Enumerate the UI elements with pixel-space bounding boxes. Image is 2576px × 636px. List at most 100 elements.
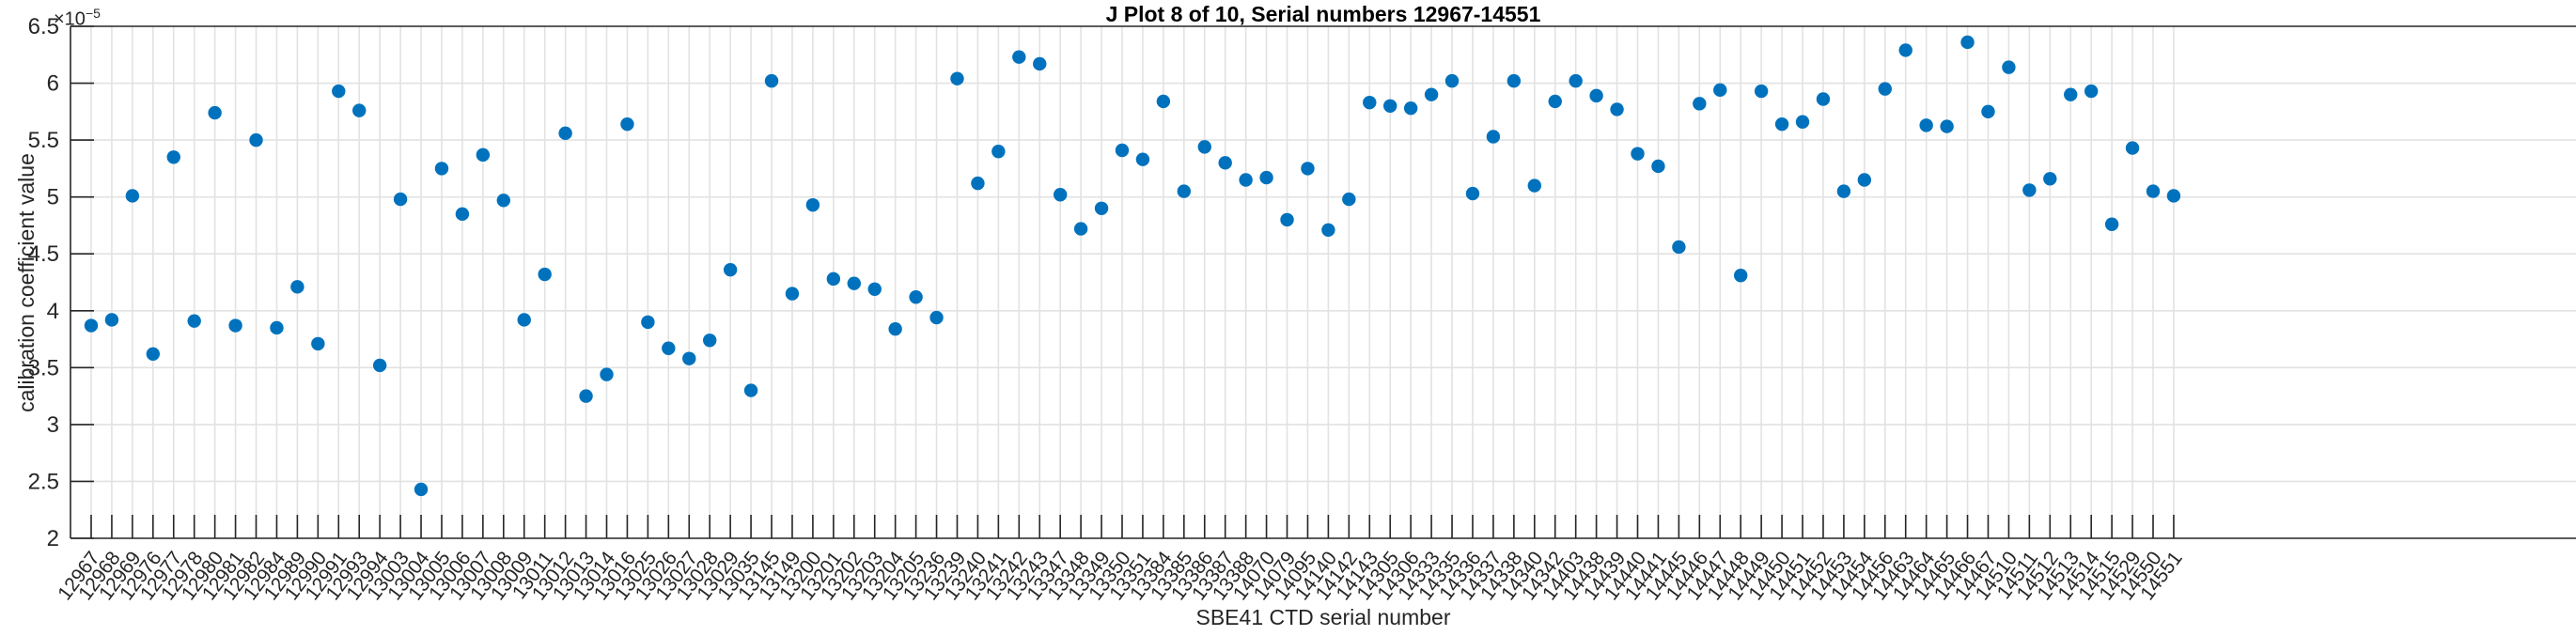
- data-point: [1774, 116, 1789, 132]
- data-points: [84, 35, 2181, 497]
- data-point: [1197, 140, 1211, 154]
- data-point: [1363, 95, 1377, 110]
- data-point: [1754, 84, 1769, 99]
- data-point: [662, 341, 676, 355]
- tick-labels: 22.533.544.555.566.512967129681296912976…: [28, 14, 2187, 604]
- data-point: [1115, 143, 1130, 158]
- data-point: [1259, 170, 1273, 185]
- y-tick-label: 3.5: [28, 355, 59, 380]
- data-point: [703, 334, 717, 348]
- data-point: [1527, 178, 1542, 193]
- data-point: [600, 367, 614, 381]
- data-point: [1383, 99, 1397, 113]
- data-point: [764, 73, 779, 88]
- data-point: [84, 318, 99, 333]
- y-tick-label: 2: [47, 526, 59, 551]
- plot-title: J Plot 8 of 10, Serial numbers 12967-145…: [1105, 2, 1541, 26]
- y-axis-exponent: ×10−5: [54, 6, 101, 31]
- data-point: [2022, 183, 2037, 197]
- data-point: [1053, 188, 1068, 202]
- data-point: [1301, 162, 1315, 176]
- data-point: [517, 313, 531, 327]
- data-point: [558, 126, 572, 141]
- data-point: [1795, 115, 1810, 129]
- data-point: [270, 320, 284, 335]
- data-point: [641, 315, 655, 330]
- data-point: [2104, 217, 2119, 231]
- data-point: [1239, 173, 1253, 187]
- data-point: [1713, 83, 1727, 98]
- data-point: [187, 314, 201, 328]
- data-point: [2166, 189, 2181, 203]
- data-point: [1012, 50, 1026, 64]
- data-point: [620, 116, 634, 132]
- tick-marks: [70, 25, 2175, 539]
- grid-lines: [70, 26, 2576, 538]
- data-point: [1280, 212, 1294, 227]
- data-point: [950, 71, 964, 85]
- data-point: [476, 147, 491, 163]
- data-point: [2043, 172, 2057, 186]
- data-point: [434, 162, 449, 176]
- data-point: [2064, 87, 2078, 101]
- data-point: [1156, 94, 1171, 109]
- data-point: [1919, 118, 1933, 132]
- data-point: [1073, 222, 1088, 236]
- data-point: [1342, 192, 1356, 207]
- data-point: [1693, 97, 1707, 111]
- data-point: [1816, 92, 1831, 106]
- y-tick-label: 2.5: [28, 469, 59, 494]
- data-point: [1857, 173, 1872, 187]
- data-point: [290, 280, 304, 294]
- data-point: [166, 150, 180, 164]
- data-point: [682, 351, 696, 365]
- y-axis-exponent-base: ×10: [54, 8, 86, 30]
- data-point: [1094, 201, 1109, 215]
- data-point: [929, 310, 944, 325]
- data-point: [991, 145, 1006, 159]
- data-point: [1444, 73, 1460, 88]
- data-point: [785, 287, 800, 301]
- data-point: [1569, 73, 1583, 88]
- data-point: [579, 389, 593, 403]
- data-point: [1651, 159, 1665, 174]
- data-point: [538, 267, 552, 282]
- data-point: [1631, 147, 1645, 161]
- y-axis-exponent-power: −5: [85, 6, 101, 21]
- y-axis-label: calibration coefficient value: [14, 153, 39, 412]
- data-point: [1321, 223, 1335, 237]
- axes: [70, 25, 2576, 539]
- data-point: [249, 132, 263, 147]
- data-point: [208, 105, 222, 120]
- data-point: [1548, 94, 1562, 109]
- y-tick-label: 4: [47, 299, 59, 324]
- x-axis-label: SBE41 CTD serial number: [1195, 605, 1451, 629]
- data-point: [1033, 56, 1047, 71]
- y-tick-label: 5: [47, 185, 59, 210]
- data-point: [1486, 130, 1501, 144]
- data-point: [867, 282, 882, 296]
- data-point: [743, 383, 758, 397]
- data-point: [723, 262, 738, 277]
- data-point: [1672, 240, 1686, 255]
- y-tick-label: 6: [47, 71, 59, 97]
- data-point: [125, 189, 140, 203]
- data-point: [1960, 35, 1975, 50]
- data-point: [311, 336, 325, 351]
- data-point: [1836, 184, 1851, 198]
- data-point: [1218, 156, 1232, 170]
- data-point: [971, 176, 985, 191]
- data-point: [332, 84, 346, 99]
- data-point: [372, 358, 387, 373]
- data-point: [888, 321, 902, 336]
- data-point: [1589, 88, 1603, 103]
- data-point: [1981, 104, 1995, 119]
- y-tick-label: 6.5: [28, 14, 59, 39]
- data-point: [352, 103, 367, 117]
- data-point: [455, 207, 470, 222]
- data-point: [847, 276, 861, 290]
- y-tick-label: 5.5: [28, 128, 59, 153]
- data-point: [228, 318, 242, 333]
